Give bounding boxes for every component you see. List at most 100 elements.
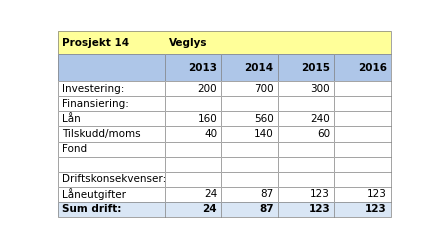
Text: 60: 60 xyxy=(317,129,330,139)
Text: Tilskudd/moms: Tilskudd/moms xyxy=(62,129,141,139)
Text: 560: 560 xyxy=(254,114,274,124)
Bar xyxy=(278,142,334,157)
Text: 40: 40 xyxy=(204,129,217,139)
Bar xyxy=(221,172,278,187)
Bar xyxy=(165,111,221,126)
Bar xyxy=(165,187,221,202)
Bar xyxy=(165,126,221,142)
Bar xyxy=(165,202,221,217)
Bar xyxy=(221,187,278,202)
Bar xyxy=(221,142,278,157)
Bar xyxy=(334,157,391,172)
Bar xyxy=(334,54,391,81)
Bar xyxy=(58,187,165,202)
Bar xyxy=(278,142,334,157)
Text: 87: 87 xyxy=(260,189,274,200)
Bar xyxy=(278,157,334,172)
Bar xyxy=(58,172,165,187)
Bar xyxy=(221,111,278,126)
Bar xyxy=(334,54,391,81)
Bar xyxy=(221,96,278,111)
Bar xyxy=(165,142,221,157)
Bar xyxy=(58,157,165,172)
Bar xyxy=(278,81,334,96)
Text: Driftskonsekvenser:: Driftskonsekvenser: xyxy=(62,174,166,184)
Bar xyxy=(334,202,391,217)
Bar xyxy=(334,96,391,111)
Bar xyxy=(58,111,165,126)
Bar xyxy=(278,54,334,81)
Bar xyxy=(278,202,334,217)
Bar xyxy=(334,81,391,96)
Bar xyxy=(334,202,391,217)
Bar xyxy=(165,172,221,187)
Bar xyxy=(334,172,391,187)
Bar xyxy=(221,157,278,172)
Bar xyxy=(221,187,278,202)
Text: Fond: Fond xyxy=(62,144,87,154)
Text: 2015: 2015 xyxy=(301,63,330,73)
Text: 2014: 2014 xyxy=(244,63,274,73)
Bar xyxy=(278,111,334,126)
Bar xyxy=(165,81,221,96)
Bar xyxy=(221,172,278,187)
Bar xyxy=(221,202,278,217)
Bar xyxy=(165,54,221,81)
Text: 87: 87 xyxy=(259,204,274,215)
Text: 700: 700 xyxy=(254,84,274,94)
Text: 200: 200 xyxy=(198,84,217,94)
Bar xyxy=(278,172,334,187)
Text: Lån: Lån xyxy=(62,114,81,124)
Text: 24: 24 xyxy=(204,189,217,200)
Bar xyxy=(58,172,165,187)
Bar xyxy=(221,126,278,142)
Text: Prosjekt 14: Prosjekt 14 xyxy=(62,38,129,48)
Bar xyxy=(278,96,334,111)
Bar xyxy=(278,126,334,142)
Bar xyxy=(334,111,391,126)
Bar xyxy=(221,157,278,172)
Bar xyxy=(221,202,278,217)
Bar xyxy=(58,96,165,111)
Text: 240: 240 xyxy=(311,114,330,124)
Bar xyxy=(221,81,278,96)
Bar xyxy=(165,172,221,187)
Bar xyxy=(58,142,165,157)
Bar xyxy=(58,54,165,81)
Bar xyxy=(278,187,334,202)
Bar xyxy=(221,96,278,111)
Bar xyxy=(165,54,221,81)
Bar xyxy=(334,126,391,142)
Bar xyxy=(58,54,165,81)
Bar xyxy=(278,96,334,111)
Bar xyxy=(221,54,278,81)
Bar xyxy=(221,126,278,142)
Bar xyxy=(165,187,221,202)
Bar xyxy=(58,157,165,172)
Bar xyxy=(165,157,221,172)
Text: 140: 140 xyxy=(254,129,274,139)
Text: 24: 24 xyxy=(202,204,217,215)
Bar xyxy=(278,157,334,172)
Text: 160: 160 xyxy=(198,114,217,124)
Bar xyxy=(278,81,334,96)
Bar xyxy=(58,81,165,96)
Bar xyxy=(334,142,391,157)
Text: Veglys: Veglys xyxy=(169,38,207,48)
Bar xyxy=(58,96,165,111)
Bar xyxy=(58,126,165,142)
Text: 123: 123 xyxy=(308,204,330,215)
Text: Investering:: Investering: xyxy=(62,84,124,94)
Bar xyxy=(221,111,278,126)
Bar xyxy=(334,142,391,157)
Bar xyxy=(58,126,165,142)
Bar xyxy=(165,126,221,142)
Bar xyxy=(58,187,165,202)
Bar xyxy=(278,54,334,81)
Bar xyxy=(58,202,165,217)
Bar xyxy=(334,111,391,126)
Bar xyxy=(165,157,221,172)
Bar xyxy=(278,111,334,126)
Bar xyxy=(334,187,391,202)
Bar xyxy=(334,187,391,202)
